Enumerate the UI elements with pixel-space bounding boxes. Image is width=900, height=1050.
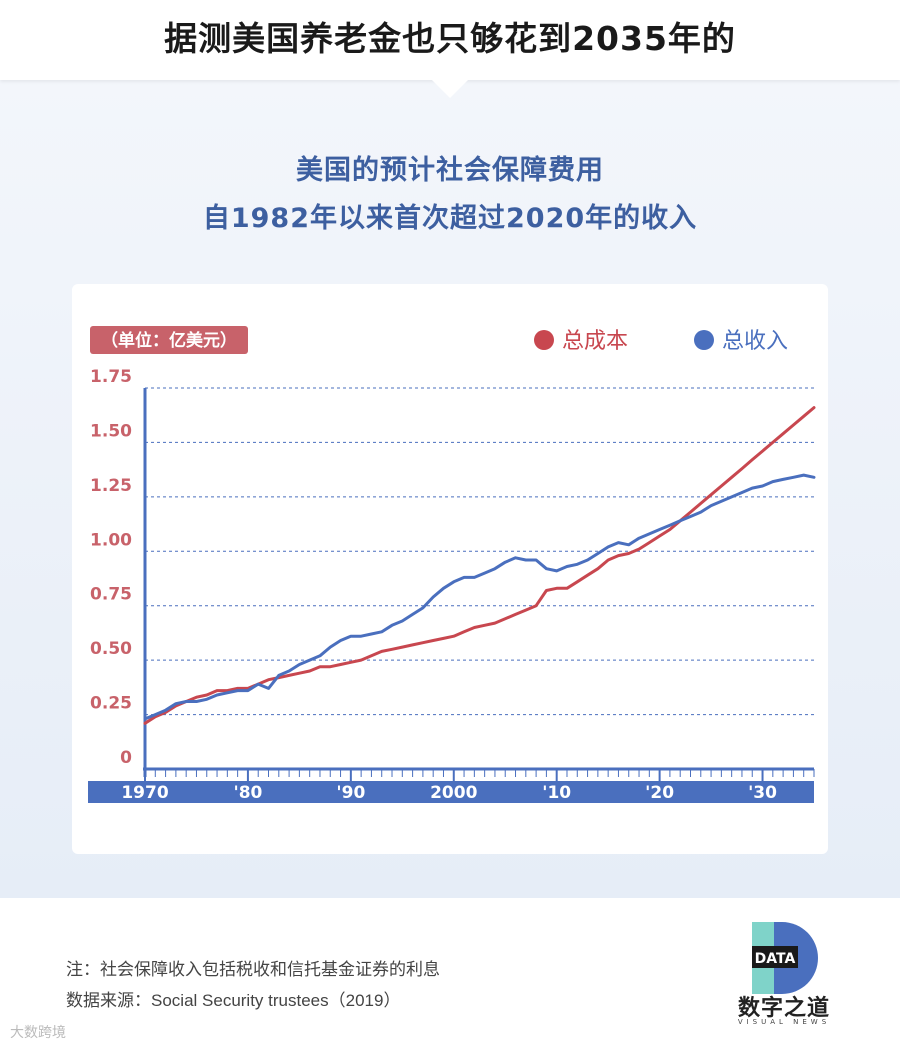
logo-name: 数字之道 <box>737 996 830 1021</box>
x-tick-label: '30 <box>748 783 777 803</box>
series-line-cost <box>143 406 816 725</box>
footer <box>0 898 900 1050</box>
y-tick-label: 1.50 <box>90 421 132 441</box>
y-tick-label: 0.50 <box>90 639 132 659</box>
footnote: 注：社会保障收入包括税收和信托基金证券的利息 <box>66 960 440 979</box>
unit-badge <box>90 326 248 354</box>
line-chart: （单位：亿美元） 总成本 总收入 0 0.25 0.50 0.75 1.00 1.25 1.… <box>88 326 816 803</box>
x-tick-label: '80 <box>233 783 262 803</box>
header-notch <box>432 80 468 98</box>
logo-badge-text: DATA <box>755 951 796 967</box>
unit-label: （单位：亿美元） <box>101 330 237 351</box>
logo-subname: VISUAL NEWS <box>737 1018 831 1026</box>
legend-cost-label: 总成本 <box>562 329 628 354</box>
x-tick-label: '20 <box>645 783 674 803</box>
watermark-text: 大数跨境 <box>10 1025 66 1041</box>
y-tick-label: 1.25 <box>90 476 132 496</box>
legend-income-label: 总收入 <box>722 329 788 354</box>
legend-income-swatch <box>694 330 714 350</box>
chart-subtitle-line2: 自1982年以来首次超过2020年的收入 <box>202 203 698 234</box>
chart-card: （单位：亿美元） 总成本 总收入 0 0.25 0.50 0.75 1.00 1.25 1.… <box>72 284 828 854</box>
header-bar: 据测美国养老金也只够花到2035年的 <box>0 0 900 98</box>
series-line-income <box>143 473 816 721</box>
y-tick-label: 0.75 <box>90 585 132 605</box>
y-tick-label: 0.25 <box>90 694 132 714</box>
x-tick-label: 1970 <box>121 783 168 803</box>
y-tick-label: 0 <box>120 748 132 768</box>
x-axis-band <box>88 781 814 803</box>
x-tick-label: '90 <box>336 783 365 803</box>
y-tick-label: 1.75 <box>90 367 132 387</box>
y-tick-label: 1.00 <box>90 530 132 550</box>
x-tick-label: '10 <box>542 783 571 803</box>
data-source: 数据来源：Social Security trustees（2019） <box>66 991 401 1010</box>
chart-subtitle-line1: 美国的预计社会保障费用 <box>296 155 604 186</box>
headline: 据测美国养老金也只够花到2035年的 <box>164 19 736 58</box>
data-logo-icon: DATA <box>752 922 818 994</box>
legend-cost-swatch <box>534 330 554 350</box>
x-tick-label: 2000 <box>430 783 477 803</box>
